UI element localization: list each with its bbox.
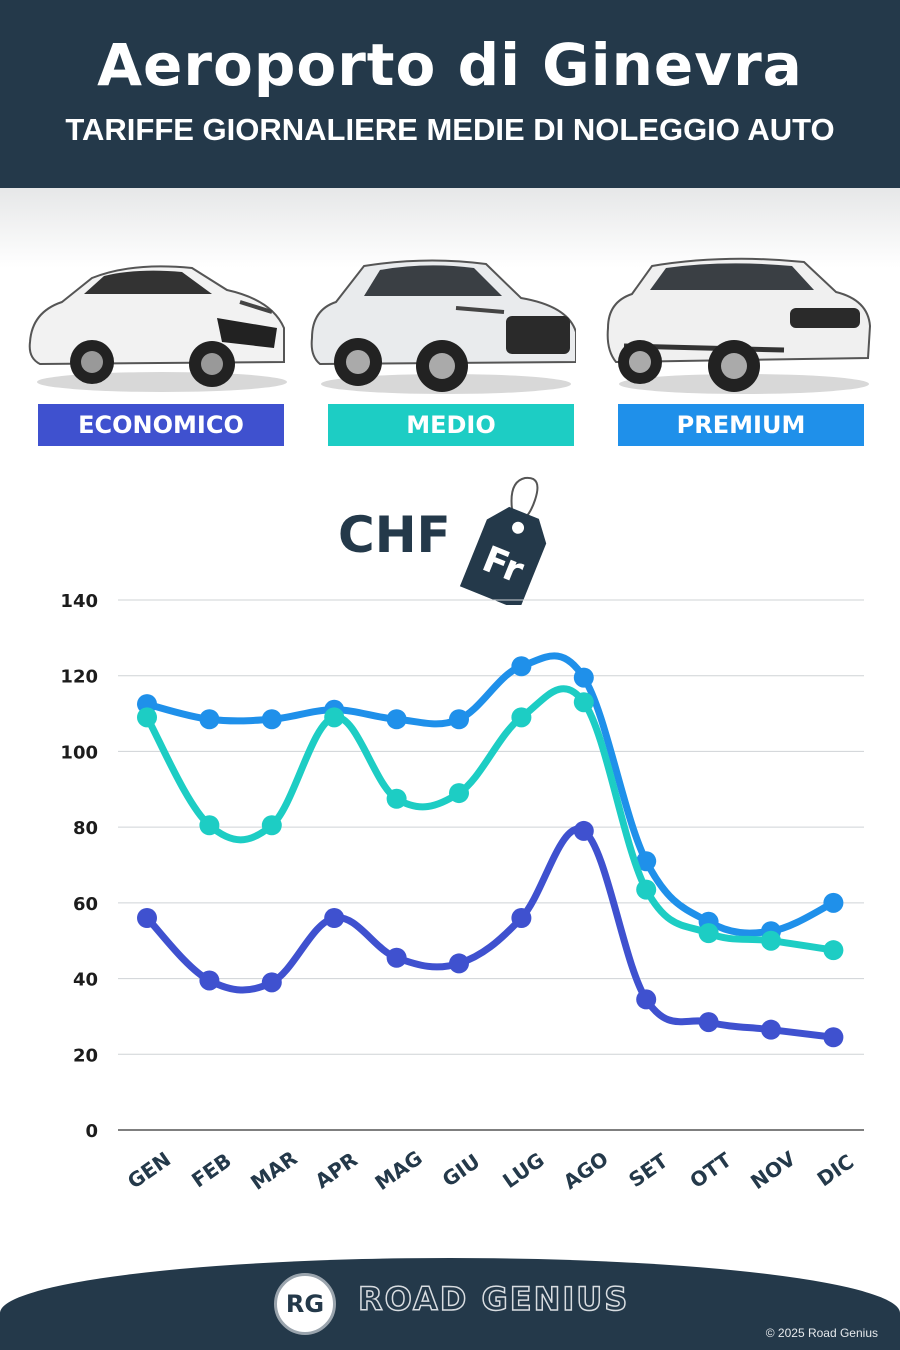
data-point-medio (386, 788, 407, 809)
brand-name: ROAD GENIUS (357, 1280, 630, 1318)
data-point-medio (573, 692, 594, 713)
data-point-economico (698, 1012, 719, 1033)
x-tick-label: LUG (498, 1148, 548, 1193)
y-tick-label: 40 (73, 970, 98, 991)
y-tick-label: 80 (73, 818, 98, 839)
data-point-medio (137, 707, 157, 728)
x-tick-label: GIU (438, 1149, 485, 1192)
currency-label: CHF (338, 506, 451, 564)
category-medio: MEDIO (328, 404, 574, 446)
y-tick-label: 0 (85, 1121, 98, 1142)
suv-car-icon (310, 259, 576, 394)
data-point-economico (199, 970, 220, 991)
y-tick-label: 60 (73, 894, 98, 915)
category-premium: PREMIUM (618, 404, 864, 446)
data-point-premium (573, 667, 594, 688)
x-tick-label: AGO (559, 1146, 613, 1194)
data-point-premium (199, 709, 220, 730)
x-tick-label: APR (311, 1147, 362, 1193)
x-tick-label: GEN (123, 1147, 175, 1194)
x-tick-label: SET (624, 1148, 672, 1192)
x-tick-label: OTT (685, 1147, 736, 1193)
data-point-economico (761, 1019, 781, 1040)
data-point-economico (511, 908, 532, 928)
category-economico: ECONOMICO (38, 404, 284, 446)
y-tick-label: 120 (60, 667, 98, 688)
header-banner: Aeroporto di Ginevra TARIFFE GIORNALIERE… (0, 0, 900, 188)
series-line-premium (143, 652, 837, 937)
price-tag-icon: Fr (459, 476, 547, 605)
y-tick-label: 140 (60, 591, 98, 612)
data-point-premium (261, 709, 282, 730)
page-subtitle: TARIFFE GIORNALIERE MEDIE DI NOLEGGIO AU… (65, 112, 835, 147)
data-point-medio (823, 940, 844, 961)
data-point-economico (137, 908, 157, 928)
data-point-economico (324, 908, 345, 928)
data-point-premium (511, 656, 532, 677)
data-point-premium (386, 709, 407, 730)
data-point-premium (449, 709, 469, 730)
y-tick-label: 20 (73, 1045, 98, 1066)
data-point-medio (449, 783, 469, 804)
data-point-medio (698, 923, 719, 944)
x-tick-label: MAR (246, 1146, 301, 1195)
data-point-medio (511, 707, 532, 728)
x-tick-label: MAG (370, 1146, 426, 1195)
footer-banner (0, 1258, 900, 1350)
hatchback-car-icon (28, 265, 287, 392)
x-tick-label: FEB (187, 1148, 236, 1192)
x-tick-label: DIC (813, 1149, 858, 1191)
data-point-premium (823, 892, 844, 913)
copyright-text: © 2025 Road Genius (765, 1326, 878, 1340)
data-point-medio (261, 815, 282, 836)
data-point-economico (261, 972, 282, 993)
data-point-economico (573, 820, 594, 841)
line-chart: 0 20 40 60 80 100 120 140 GEN FEB MAR APR MAG GIU LUG… (60, 591, 864, 1195)
data-point-medio (324, 707, 345, 728)
x-tick-label: NOV (746, 1146, 800, 1194)
data-point-economico (636, 989, 657, 1010)
data-point-premium (636, 851, 657, 872)
header-shadow (0, 188, 900, 268)
data-point-economico (823, 1027, 844, 1048)
luxury-suv-car-icon (606, 257, 872, 394)
data-point-medio (199, 815, 220, 836)
series-line-medio (143, 685, 837, 954)
data-point-economico (386, 947, 407, 968)
data-point-medio (636, 879, 657, 900)
page-title: Aeroporto di Ginevra (97, 31, 803, 99)
y-tick-label: 100 (60, 742, 98, 763)
data-point-medio (761, 930, 781, 951)
logo-badge: RG (274, 1273, 336, 1335)
data-point-economico (449, 953, 469, 974)
